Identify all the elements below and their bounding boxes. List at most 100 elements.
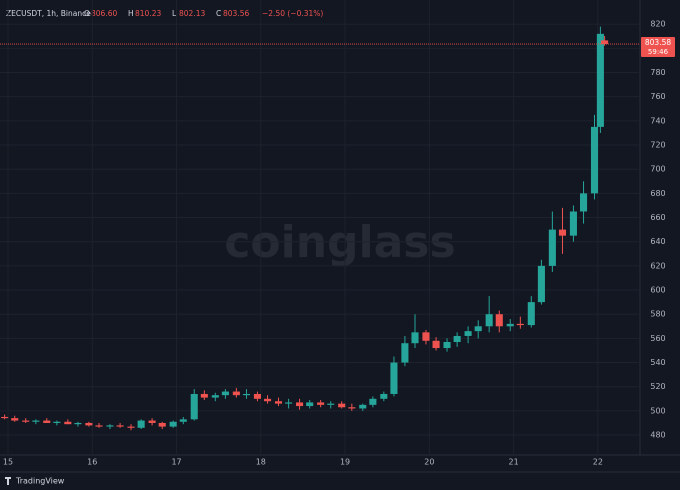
candle-body [390, 362, 398, 394]
y-tick-label: 760 [650, 92, 665, 101]
candle-body [596, 33, 604, 127]
candle-body [411, 332, 419, 344]
ohlc-value: 803.56 [223, 9, 249, 18]
candle-body [32, 420, 40, 422]
candle-body [516, 323, 524, 326]
candle-body [264, 398, 272, 402]
watermark: coinglass [224, 217, 455, 268]
candle-body [338, 403, 346, 408]
candle-body [369, 398, 377, 405]
y-tick-label: 480 [650, 431, 665, 440]
ohlc-key: O [84, 9, 90, 18]
candle-body [443, 342, 451, 349]
candle-body [317, 402, 325, 405]
candle-body [485, 314, 493, 327]
candle-body [43, 420, 51, 423]
candle-body [211, 395, 219, 398]
y-tick-label: 540 [650, 358, 665, 367]
candle-body [127, 426, 135, 428]
candle-body [548, 229, 556, 266]
candle-body [158, 422, 166, 427]
y-tick-label: 520 [650, 382, 665, 391]
candle-body [232, 391, 240, 396]
candle-body [200, 393, 208, 398]
price-tag [641, 37, 675, 58]
footer-brand: TradingView [15, 477, 65, 486]
candle-body [253, 393, 261, 399]
candle-body [580, 193, 588, 212]
y-tick-label: 820 [650, 20, 665, 29]
y-tick-label: 700 [650, 165, 665, 174]
ohlc-key: L [172, 9, 177, 18]
candle-body [506, 323, 514, 327]
candle-body [116, 425, 124, 427]
candle-body [22, 420, 30, 422]
candle-body [285, 402, 293, 404]
candle-body [95, 425, 103, 427]
y-tick-label: 600 [650, 286, 665, 295]
candle-body [422, 332, 430, 341]
candle-body [274, 401, 283, 404]
y-tick-label: 680 [650, 189, 665, 198]
x-tick-label: 20 [424, 458, 434, 467]
footer-logo [5, 477, 11, 485]
candle-body [401, 343, 409, 363]
candle-body [527, 302, 535, 326]
candle-body [569, 211, 577, 236]
ohlc-key: H [128, 9, 134, 18]
y-tick-label: 780 [650, 68, 665, 77]
y-tick-label: 620 [650, 261, 665, 270]
y-tick-label: 720 [650, 141, 665, 150]
candle-body [221, 391, 229, 396]
candle-body [464, 331, 472, 336]
candle-body [106, 425, 114, 427]
candle-body [85, 422, 93, 426]
x-tick-label: 15 [3, 458, 13, 467]
ohlc-key: C [216, 9, 221, 18]
x-tick-label: 16 [87, 458, 97, 467]
candle-body [359, 404, 367, 409]
candle-body [190, 393, 198, 420]
candle-body [11, 418, 19, 421]
plot-area [0, 0, 640, 455]
candle-body [474, 326, 482, 332]
y-tick-label: 660 [650, 213, 665, 222]
candle-body [169, 421, 177, 427]
candle-body [495, 314, 503, 327]
y-tick-label: 640 [650, 237, 665, 246]
candle-body [453, 335, 461, 343]
candle-body [74, 422, 82, 425]
x-tick-label: 19 [340, 458, 350, 467]
countdown: 59:46 [648, 48, 669, 56]
ohlc-value: 806.60 [91, 9, 117, 18]
candle-body [327, 403, 335, 405]
candle-body [242, 393, 251, 396]
candle-body [380, 393, 388, 399]
candle-body [1, 416, 9, 419]
x-tick-label: 17 [171, 458, 181, 467]
candle-body [148, 420, 156, 423]
y-tick-label: 560 [650, 334, 665, 343]
x-tick-label: 21 [509, 458, 519, 467]
candle-body [137, 420, 145, 428]
candle-body [601, 40, 609, 45]
candle-body [432, 340, 440, 349]
candle-body [306, 402, 314, 407]
y-tick-label: 580 [650, 310, 665, 319]
candle-body [348, 407, 356, 409]
candle-body [558, 229, 567, 236]
y-tick-label: 500 [650, 406, 665, 415]
candle-body [179, 419, 187, 422]
candle-body [53, 421, 61, 423]
x-tick-label: 18 [256, 458, 266, 467]
candle-body [590, 126, 599, 194]
y-tick-label: 740 [650, 116, 665, 125]
ohlc-readout: O 806.60 H 810.23 L 802.13 C 803.56 −2.50 (−0.31… [84, 9, 323, 18]
ohlc-value: 802.13 [179, 9, 205, 18]
symbol: ZECUSDT, 1h, Binance [6, 9, 91, 18]
ohlc-value: 810.23 [135, 9, 161, 18]
candle-body [64, 421, 72, 425]
